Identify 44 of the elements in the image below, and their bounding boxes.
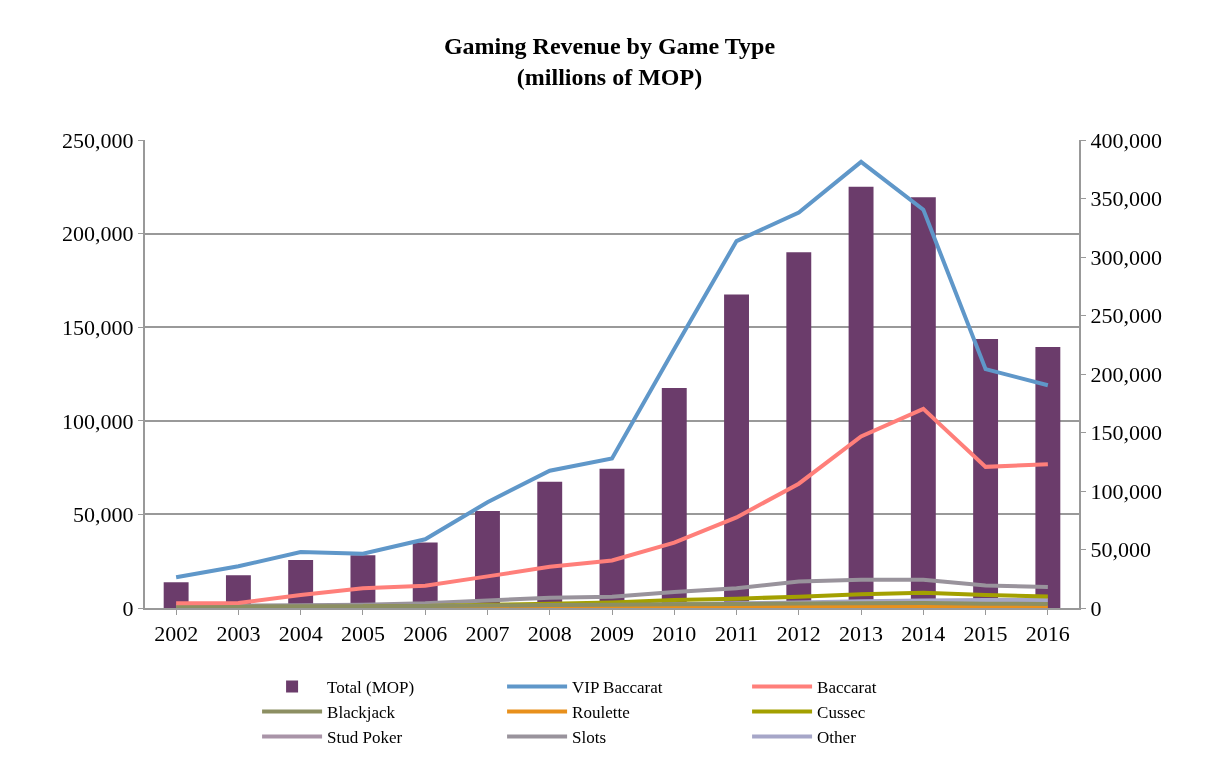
y-tick-label: 50,000 <box>73 502 134 528</box>
y2-tick-label: 150,000 <box>1090 420 1162 446</box>
y2-tick-label: 400,000 <box>1090 127 1162 153</box>
x-tick-label: 2004 <box>278 621 323 647</box>
x-tick-label: 2012 <box>776 621 821 647</box>
legend-label: Stud Poker <box>327 728 403 748</box>
y2-tick-label: 200,000 <box>1090 361 1162 387</box>
x-tick-label: 2013 <box>839 621 884 647</box>
chart-title: Gaming Revenue by Game Type <box>443 32 776 59</box>
y-tick-label: 0 <box>122 595 134 621</box>
chart-subtitle: (millions of MOP) <box>516 63 703 90</box>
x-tick-label: 2016 <box>1025 621 1070 647</box>
line-series <box>174 159 1050 580</box>
legend-label: Baccarat <box>817 678 877 698</box>
y2-tick-label: 100,000 <box>1090 478 1162 504</box>
legend-label: Other <box>817 728 857 748</box>
legend-label: Cussec <box>817 703 866 723</box>
y2-tick-label: 350,000 <box>1090 186 1162 212</box>
x-tick-label: 2015 <box>963 621 1008 647</box>
x-tick-label: 2005 <box>340 621 385 647</box>
x-tick-label: 2010 <box>652 621 697 647</box>
y-tick-label: 100,000 <box>62 408 134 434</box>
x-tick-label: 2002 <box>154 621 199 647</box>
x-tick-label: 2011 <box>714 621 759 647</box>
legend-label: Roulette <box>572 703 630 723</box>
y-tick-label: 150,000 <box>62 314 134 340</box>
legend-label: Blackjack <box>327 703 396 723</box>
y2-tick-label: 300,000 <box>1090 244 1162 270</box>
y-tick-label: 250,000 <box>62 127 134 153</box>
x-tick-label: 2003 <box>216 621 261 647</box>
y-tick-label: 200,000 <box>62 221 134 247</box>
legend-label: Total (MOP) <box>327 678 415 698</box>
line-series <box>174 406 1050 606</box>
legend-label: VIP Baccarat <box>572 678 663 698</box>
x-tick-label: 2009 <box>590 621 634 647</box>
x-tick-label: 2006 <box>403 621 448 647</box>
y2-tick-label: 0 <box>1090 595 1102 621</box>
legend-label: Slots <box>572 728 607 748</box>
x-tick-label: 2014 <box>901 621 946 647</box>
x-tick-label: 2007 <box>465 621 510 647</box>
y2-tick-label: 50,000 <box>1090 537 1151 563</box>
y2-tick-label: 250,000 <box>1090 303 1162 329</box>
x-tick-label: 2008 <box>527 621 572 647</box>
bar <box>1035 347 1061 608</box>
